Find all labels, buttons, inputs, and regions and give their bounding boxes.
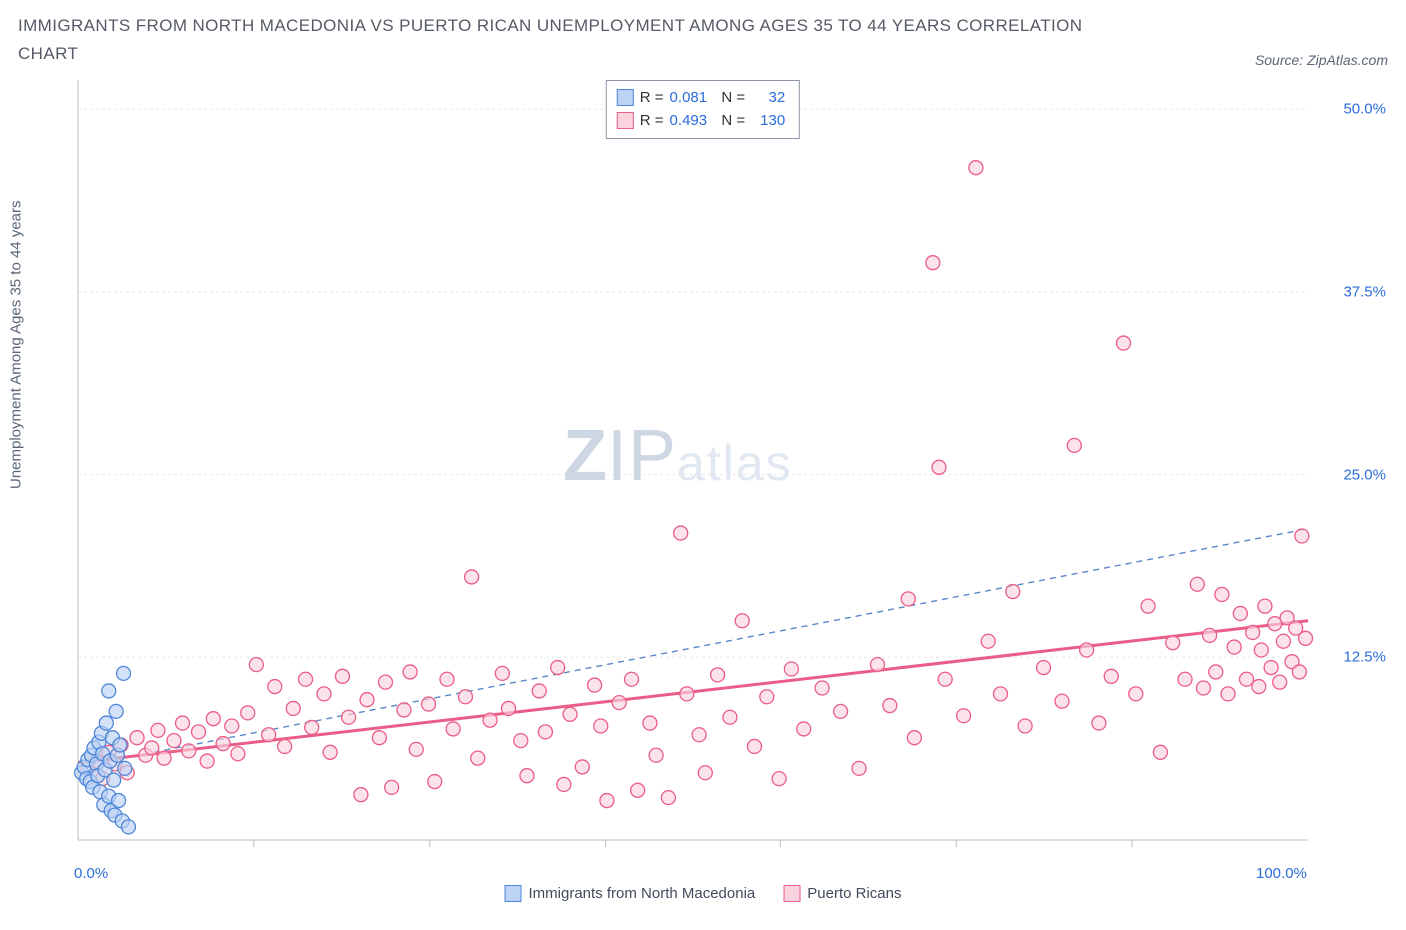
legend-label: Immigrants from North Macedonia: [529, 885, 756, 902]
x-tick-label: 100.0%: [1256, 865, 1307, 882]
chart-title: IMMIGRANTS FROM NORTH MACEDONIA VS PUERT…: [18, 12, 1118, 68]
legend-row-series-a: R = 0.081 N = 32: [617, 86, 785, 109]
legend-label: Puerto Ricans: [807, 885, 901, 902]
legend-item: Puerto Ricans: [783, 885, 901, 902]
y-tick-label: 50.0%: [1343, 101, 1386, 118]
legend-r-value: 0.493: [670, 109, 708, 132]
y-tick-label: 37.5%: [1343, 284, 1386, 301]
legend-n-label: N =: [713, 109, 745, 132]
legend-r-label: R =: [640, 109, 664, 132]
chart-container: Unemployment Among Ages 35 to 44 years Z…: [18, 74, 1388, 904]
legend-swatch-icon: [617, 112, 634, 129]
legend-swatch-icon: [783, 885, 800, 902]
y-tick-label: 12.5%: [1343, 649, 1386, 666]
legend-r-label: R =: [640, 86, 664, 109]
svg-text:ZIPatlas: ZIPatlas: [563, 416, 793, 496]
chart-header: IMMIGRANTS FROM NORTH MACEDONIA VS PUERT…: [18, 12, 1388, 68]
legend-n-value: 130: [751, 109, 785, 132]
y-tick-label: 25.0%: [1343, 466, 1386, 483]
series-legend: Immigrants from North Macedonia Puerto R…: [505, 885, 902, 902]
legend-r-value: 0.081: [670, 86, 708, 109]
legend-n-label: N =: [713, 86, 745, 109]
y-axis-label: Unemployment Among Ages 35 to 44 years: [8, 201, 25, 490]
legend-n-value: 32: [751, 86, 785, 109]
x-tick-label: 0.0%: [74, 865, 108, 882]
scatter-plot: ZIPatlas: [18, 74, 1388, 904]
source-credit: Source: ZipAtlas.com: [1255, 52, 1388, 68]
legend-swatch-icon: [505, 885, 522, 902]
legend-row-series-b: R = 0.493 N = 130: [617, 109, 785, 132]
legend-item: Immigrants from North Macedonia: [505, 885, 756, 902]
correlation-legend: R = 0.081 N = 32 R = 0.493 N = 130: [606, 80, 800, 139]
legend-swatch-icon: [617, 89, 634, 106]
